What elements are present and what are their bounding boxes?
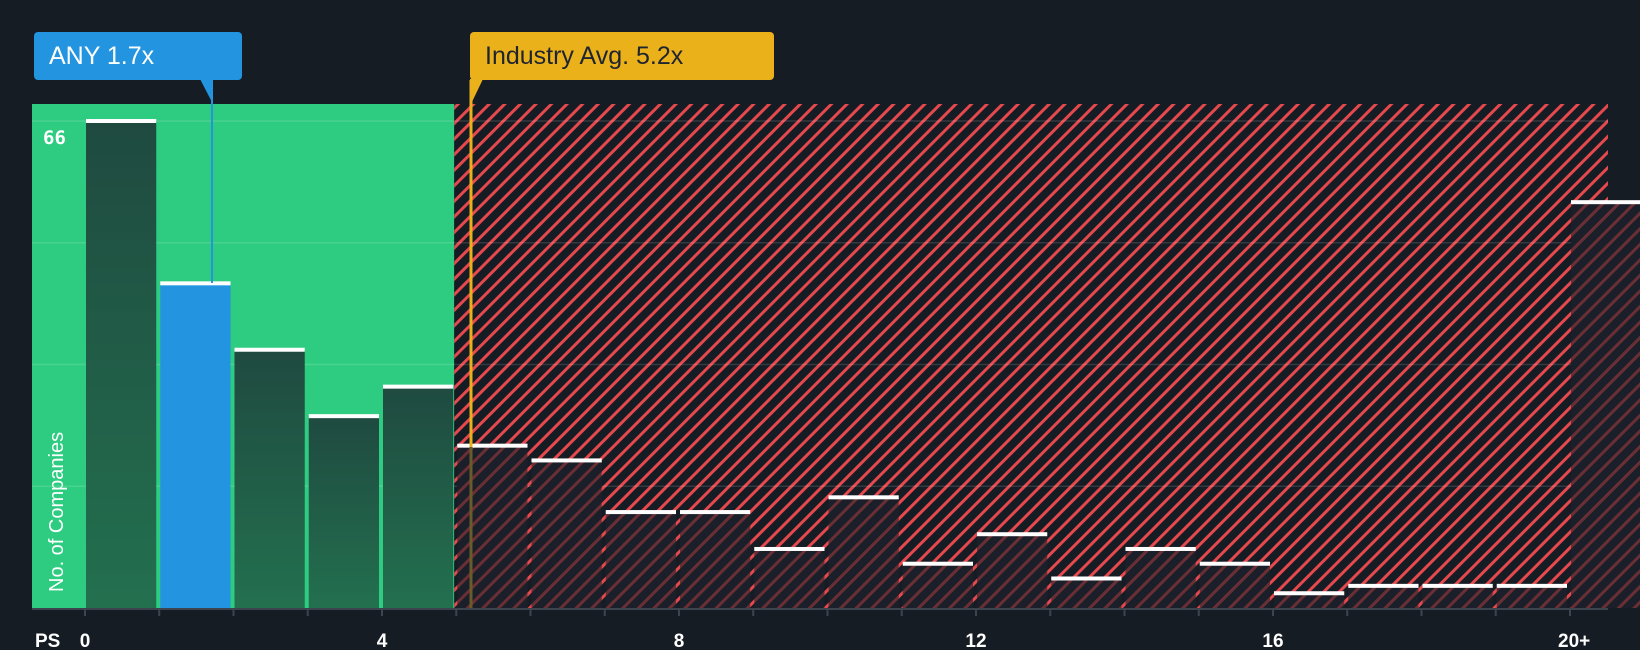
bar-cap (680, 510, 751, 515)
x-tick (1420, 608, 1423, 616)
bar-cap (308, 414, 379, 419)
x-tick (306, 608, 309, 616)
x-tick (826, 608, 829, 616)
x-tick (1494, 608, 1497, 616)
histogram-bar (160, 281, 231, 608)
bar-cap (1496, 583, 1567, 588)
bar-cap (1348, 583, 1419, 588)
histogram-bar (1125, 546, 1196, 608)
histogram-bar (1051, 576, 1122, 608)
histogram-bar (605, 510, 676, 608)
histogram-bar (531, 458, 602, 608)
y-tick-66: 66 (43, 127, 66, 149)
company-callout: ANY 1.7x (34, 32, 242, 80)
x-tick (381, 608, 383, 616)
bar-cap (754, 546, 825, 551)
bar-cap (1571, 200, 1640, 205)
x-tick (752, 608, 755, 616)
bar-cap (234, 347, 305, 352)
histogram-bar (828, 495, 899, 608)
x-tick (158, 608, 161, 616)
x-tick (1569, 608, 1571, 616)
histogram-bar (1199, 561, 1270, 608)
x-tick (1272, 608, 1274, 616)
bars (86, 119, 1640, 608)
bar-cap (160, 281, 231, 286)
bar-cap (1051, 576, 1122, 581)
x-tick-label: 8 (674, 631, 685, 650)
y-axis-title: No. of Companies (46, 432, 68, 592)
x-tick (1123, 608, 1126, 616)
bar-cap (1422, 583, 1493, 588)
x-tick (678, 608, 680, 616)
bar-cap (902, 561, 973, 566)
histogram-bar (1496, 583, 1567, 608)
histogram-bar (383, 384, 454, 608)
x-tick (603, 608, 606, 616)
x-tick (84, 608, 86, 616)
x-axis-prefix: PS (35, 631, 60, 650)
x-tick (975, 608, 977, 616)
bar-cap (1125, 546, 1196, 551)
histogram-bar (754, 546, 825, 608)
industry-callout-label: Industry Avg. 5.2x (485, 42, 684, 70)
histogram-bar (680, 510, 751, 608)
x-tick-label: 20+ (1558, 631, 1590, 650)
x-tick-label: 12 (965, 631, 986, 650)
histogram-bar (308, 414, 379, 608)
x-tick-label: 0 (80, 631, 91, 650)
bar-cap (457, 443, 528, 448)
histogram-bar (902, 561, 973, 608)
x-tick-label: 16 (1262, 631, 1283, 650)
industry-average-callout: Industry Avg. 5.2x (470, 32, 774, 80)
bar-cap (86, 119, 157, 123)
marker-lines (200, 79, 483, 608)
x-tick (1197, 608, 1200, 616)
histogram-bar (457, 443, 528, 608)
x-tick (1049, 608, 1052, 616)
company-callout-label: ANY 1.7x (49, 42, 155, 70)
histogram-bar (1422, 583, 1493, 608)
x-tick-labels: 0 4 8 12 16 20+ (80, 631, 1591, 650)
histogram-bar (234, 347, 305, 608)
bar-cap (531, 458, 602, 463)
histogram-bar (86, 119, 157, 608)
industry-callout-pointer (470, 79, 483, 104)
x-tick (232, 608, 235, 616)
x-tick (455, 608, 458, 616)
histogram-bar (1571, 200, 1640, 608)
bar-cap (383, 384, 454, 389)
x-tick-label: 4 (377, 631, 388, 650)
x-tick (900, 608, 903, 616)
x-tick (1346, 608, 1349, 616)
bar-cap (605, 510, 676, 515)
bar-cap (977, 532, 1048, 537)
histogram-bar (1274, 591, 1345, 608)
bar-cap (1274, 591, 1345, 596)
x-tick (529, 608, 532, 616)
x-axis (32, 608, 1608, 616)
company-callout-pointer (200, 79, 213, 104)
histogram-bar (977, 532, 1048, 608)
histogram-bar (1348, 583, 1419, 608)
bar-cap (1199, 561, 1270, 566)
bar-cap (828, 495, 899, 500)
x-axis-line (32, 608, 1608, 610)
